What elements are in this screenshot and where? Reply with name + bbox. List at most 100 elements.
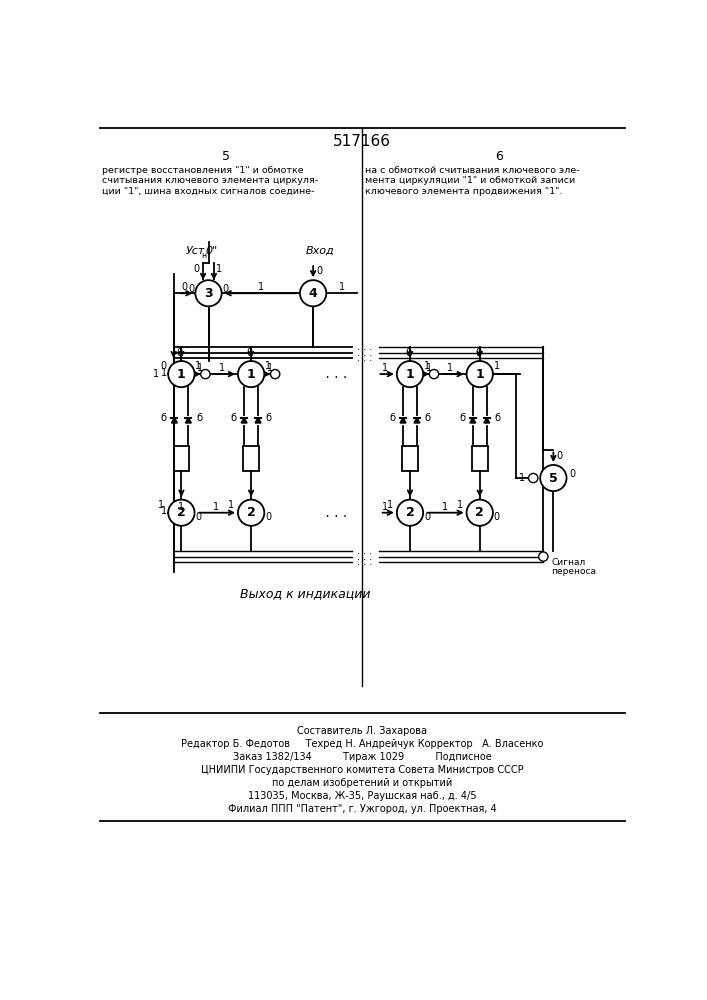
Text: 1: 1	[424, 361, 430, 371]
Text: . . .: . . .	[358, 342, 373, 352]
Bar	[472, 446, 488, 471]
Text: 1: 1	[475, 368, 484, 381]
Text: ЦНИИПИ Государственного комитета Совета Министров СССР: ЦНИИПИ Государственного комитета Совета …	[201, 765, 523, 775]
Text: Сигнал: Сигнал	[551, 558, 585, 567]
Text: 0: 0	[265, 512, 271, 522]
Text: 0: 0	[177, 348, 183, 358]
Text: по делам изобретений и открытий: по делам изобретений и открытий	[271, 778, 452, 788]
Polygon shape	[171, 418, 177, 423]
Text: 0: 0	[556, 451, 563, 461]
Text: . . .: . . .	[358, 546, 373, 556]
Text: 517166: 517166	[333, 134, 391, 149]
Text: . . .: . . .	[358, 353, 373, 363]
Text: 5: 5	[549, 472, 558, 485]
Text: 0: 0	[194, 264, 200, 274]
Text: 1: 1	[448, 363, 453, 373]
Circle shape	[201, 369, 210, 379]
Text: 113035, Москва, Ж-35, Раушская наб., д. 4/5: 113035, Москва, Ж-35, Раушская наб., д. …	[247, 791, 477, 801]
Polygon shape	[400, 418, 406, 423]
Text: 1: 1	[214, 502, 219, 512]
Text: 0: 0	[424, 512, 430, 522]
Text: Филиал ППП "Патент", г. Ужгород, ул. Проектная, 4: Филиал ППП "Патент", г. Ужгород, ул. Про…	[228, 804, 496, 814]
Text: 0: 0	[405, 348, 411, 358]
Polygon shape	[414, 418, 420, 423]
Text: 1: 1	[426, 363, 432, 373]
Text: 4: 4	[309, 287, 317, 300]
Text: ключевого элемента продвижения "1".: ключевого элемента продвижения "1".	[365, 187, 563, 196]
Text: 1: 1	[158, 500, 164, 510]
Text: 1: 1	[520, 473, 525, 483]
Polygon shape	[484, 418, 490, 423]
Text: б: б	[459, 413, 465, 423]
Text: 1: 1	[442, 502, 448, 512]
Text: 1: 1	[339, 282, 345, 292]
Text: Выход к индикации: Выход к индикации	[240, 587, 370, 600]
Text: Составитель Л. Захарова: Составитель Л. Захарова	[297, 726, 427, 736]
Text: б: б	[425, 413, 431, 423]
Polygon shape	[185, 418, 192, 423]
Circle shape	[539, 552, 548, 561]
Text: . . .: . . .	[321, 367, 351, 381]
Text: 0: 0	[160, 361, 167, 371]
Circle shape	[238, 500, 264, 526]
Text: б: б	[230, 413, 236, 423]
Bar	[243, 446, 259, 471]
Text: 1: 1	[216, 264, 223, 274]
Text: 2: 2	[475, 506, 484, 519]
Bar	[174, 446, 189, 471]
Circle shape	[397, 500, 423, 526]
Text: . . .: . . .	[358, 348, 373, 358]
Circle shape	[467, 361, 493, 387]
Text: 1: 1	[228, 500, 234, 510]
Text: 1: 1	[247, 368, 255, 381]
Text: 0: 0	[493, 512, 500, 522]
Circle shape	[168, 500, 194, 526]
Text: считывания ключевого элемента циркуля-: считывания ключевого элемента циркуля-	[103, 176, 318, 185]
Text: б: б	[389, 413, 395, 423]
Text: ции "1", шина входных сигналов соедине-: ции "1", шина входных сигналов соедине-	[103, 187, 315, 196]
Circle shape	[397, 361, 423, 387]
Text: 1: 1	[160, 506, 167, 516]
Text: 1: 1	[160, 368, 167, 378]
Polygon shape	[469, 418, 476, 423]
Circle shape	[429, 369, 438, 379]
Text: 1: 1	[387, 500, 393, 510]
Text: 6: 6	[495, 150, 503, 163]
Text: на с обмоткой считывания ключевого эле-: на с обмоткой считывания ключевого эле-	[365, 166, 580, 175]
Text: б: б	[494, 413, 501, 423]
Text: 0: 0	[475, 348, 481, 358]
Text: 2: 2	[177, 506, 186, 519]
Circle shape	[540, 465, 566, 491]
Polygon shape	[255, 418, 261, 423]
Text: 1: 1	[178, 502, 185, 512]
Text: б: б	[160, 413, 167, 423]
Text: 1: 1	[382, 363, 388, 373]
Text: 1: 1	[267, 363, 273, 373]
Text: 0: 0	[188, 284, 194, 294]
Text: 3: 3	[204, 287, 213, 300]
Bar	[402, 446, 418, 471]
Circle shape	[195, 280, 222, 306]
Text: 0: 0	[195, 512, 201, 522]
Circle shape	[300, 280, 327, 306]
Text: 0: 0	[570, 469, 575, 479]
Circle shape	[529, 473, 538, 483]
Text: Редактор Б. Федотов     Техред Н. Андрейчук Корректор   А. Власенко: Редактор Б. Федотов Техред Н. Андрейчук …	[181, 739, 543, 749]
Text: переноса: переноса	[551, 567, 596, 576]
Text: 1: 1	[197, 363, 203, 373]
Text: б: б	[196, 413, 202, 423]
Text: мента циркуляции "1" и обмоткой записи: мента циркуляции "1" и обмоткой записи	[365, 176, 575, 185]
Text: 1: 1	[177, 368, 186, 381]
Text: 1: 1	[406, 368, 414, 381]
Text: н: н	[201, 251, 206, 260]
Text: 0": 0"	[206, 246, 218, 256]
Text: . . .: . . .	[321, 506, 351, 520]
Text: . . .: . . .	[358, 557, 373, 567]
Text: . . .: . . .	[358, 552, 373, 562]
Text: 2: 2	[247, 506, 255, 519]
Text: 5: 5	[221, 150, 230, 163]
Text: 1: 1	[457, 500, 462, 510]
Text: 1: 1	[153, 369, 159, 379]
Text: 1: 1	[382, 502, 388, 512]
Text: 1: 1	[218, 363, 225, 373]
